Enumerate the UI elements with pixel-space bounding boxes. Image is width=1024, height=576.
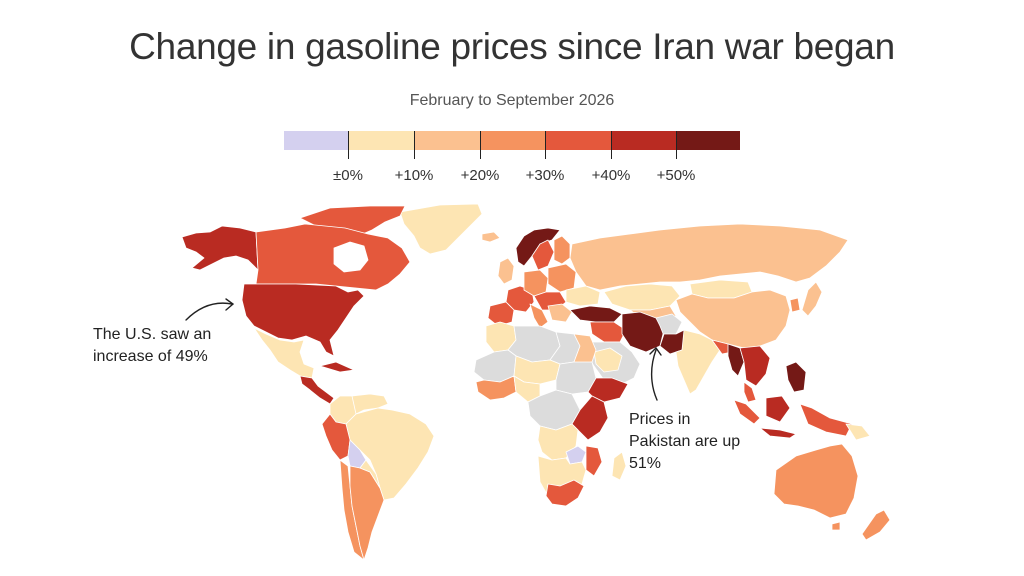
region-sulawesi-papua	[799, 403, 853, 437]
us-annotation-arrow	[185, 302, 233, 321]
us-annotation-line-1: The U.S. saw an	[93, 326, 212, 343]
legend-swatches	[284, 131, 740, 150]
legend-swatch-30-40	[545, 131, 611, 150]
region-turkey	[569, 305, 623, 323]
legend-label-10: +10%	[394, 167, 434, 184]
legend-tick	[480, 131, 481, 159]
region-tasmania	[831, 521, 841, 531]
region-zambia	[565, 445, 587, 465]
legend-tick	[676, 131, 677, 159]
us-annotation-arrowhead	[225, 298, 235, 311]
hudson-bay	[333, 241, 369, 273]
legend-label-20: +20%	[460, 167, 500, 184]
region-korea	[789, 297, 801, 313]
pakistan-annotation: Prices in Pakistan are up 51%	[629, 409, 740, 475]
legend-label-50: +50%	[656, 167, 696, 184]
legend-swatch-40-50	[611, 131, 676, 150]
legend-swatch-below-zero	[284, 131, 348, 150]
legend-swatch-above-50	[676, 131, 740, 150]
legend-tick	[348, 131, 349, 159]
legend-tick	[545, 131, 546, 159]
legend-label-30: +30%	[525, 167, 565, 184]
region-china	[675, 289, 791, 349]
region-sahel-west	[473, 349, 517, 383]
region-ukraine	[565, 285, 601, 307]
region-papua-new-guinea	[845, 423, 871, 441]
pakistan-annotation-arrow	[650, 349, 658, 401]
region-kazakhstan	[603, 283, 681, 311]
region-australia	[773, 443, 859, 519]
region-canada	[255, 223, 411, 291]
region-central-america	[299, 375, 335, 405]
region-borneo	[765, 395, 791, 423]
region-malay-peninsula	[743, 381, 757, 403]
chart-title: Change in gasoline prices since Iran war…	[129, 26, 895, 67]
us-annotation-line-2: increase of 49%	[93, 348, 208, 365]
region-iberia	[487, 301, 515, 327]
pakistan-annotation-line-2: Pakistan are up	[629, 433, 741, 450]
region-poland-baltics	[547, 263, 577, 293]
region-japan	[801, 281, 823, 317]
legend-label-0: ±0%	[333, 167, 363, 184]
region-alaska	[181, 225, 259, 271]
region-united-kingdom	[497, 257, 515, 285]
region-java	[759, 427, 797, 439]
color-legend: ±0% +10% +20% +30% +40% +50%	[284, 131, 740, 191]
region-saudi-core	[593, 347, 623, 373]
legend-swatch-0-10	[348, 131, 414, 150]
legend-swatch-20-30	[480, 131, 545, 150]
region-germany	[523, 269, 549, 297]
us-annotation: The U.S. saw an increase of 49%	[93, 324, 211, 368]
region-caribbean	[319, 361, 355, 373]
region-syria-iraq	[589, 321, 627, 343]
region-united-states	[241, 283, 365, 357]
region-madagascar	[611, 451, 627, 481]
region-thailand-indochina	[739, 345, 771, 387]
region-mexico	[253, 327, 315, 379]
region-philippines	[785, 361, 807, 393]
pakistan-annotation-line-3: 51%	[629, 455, 662, 472]
world-map	[181, 203, 891, 561]
region-paraguay	[359, 459, 381, 489]
legend-tick	[611, 131, 612, 159]
region-finland	[553, 235, 571, 265]
legend-label-40: +40%	[591, 167, 631, 184]
legend-tick	[414, 131, 415, 159]
pakistan-annotation-line-1: Prices in	[629, 411, 691, 428]
region-greenland	[399, 203, 483, 255]
region-south-africa	[545, 479, 585, 507]
region-peru	[321, 413, 351, 461]
region-sumatra	[733, 399, 761, 425]
region-russia	[569, 223, 849, 291]
region-balkans	[547, 303, 573, 323]
region-horn-of-africa	[587, 377, 629, 403]
pakistan-annotation-arrowhead	[649, 346, 662, 356]
chart-subtitle: February to September 2026	[409, 92, 615, 109]
region-mozambique	[585, 445, 603, 477]
region-new-zealand	[861, 509, 891, 541]
legend-swatch-10-20	[414, 131, 480, 150]
region-italy	[529, 303, 549, 329]
region-iceland	[481, 231, 501, 243]
